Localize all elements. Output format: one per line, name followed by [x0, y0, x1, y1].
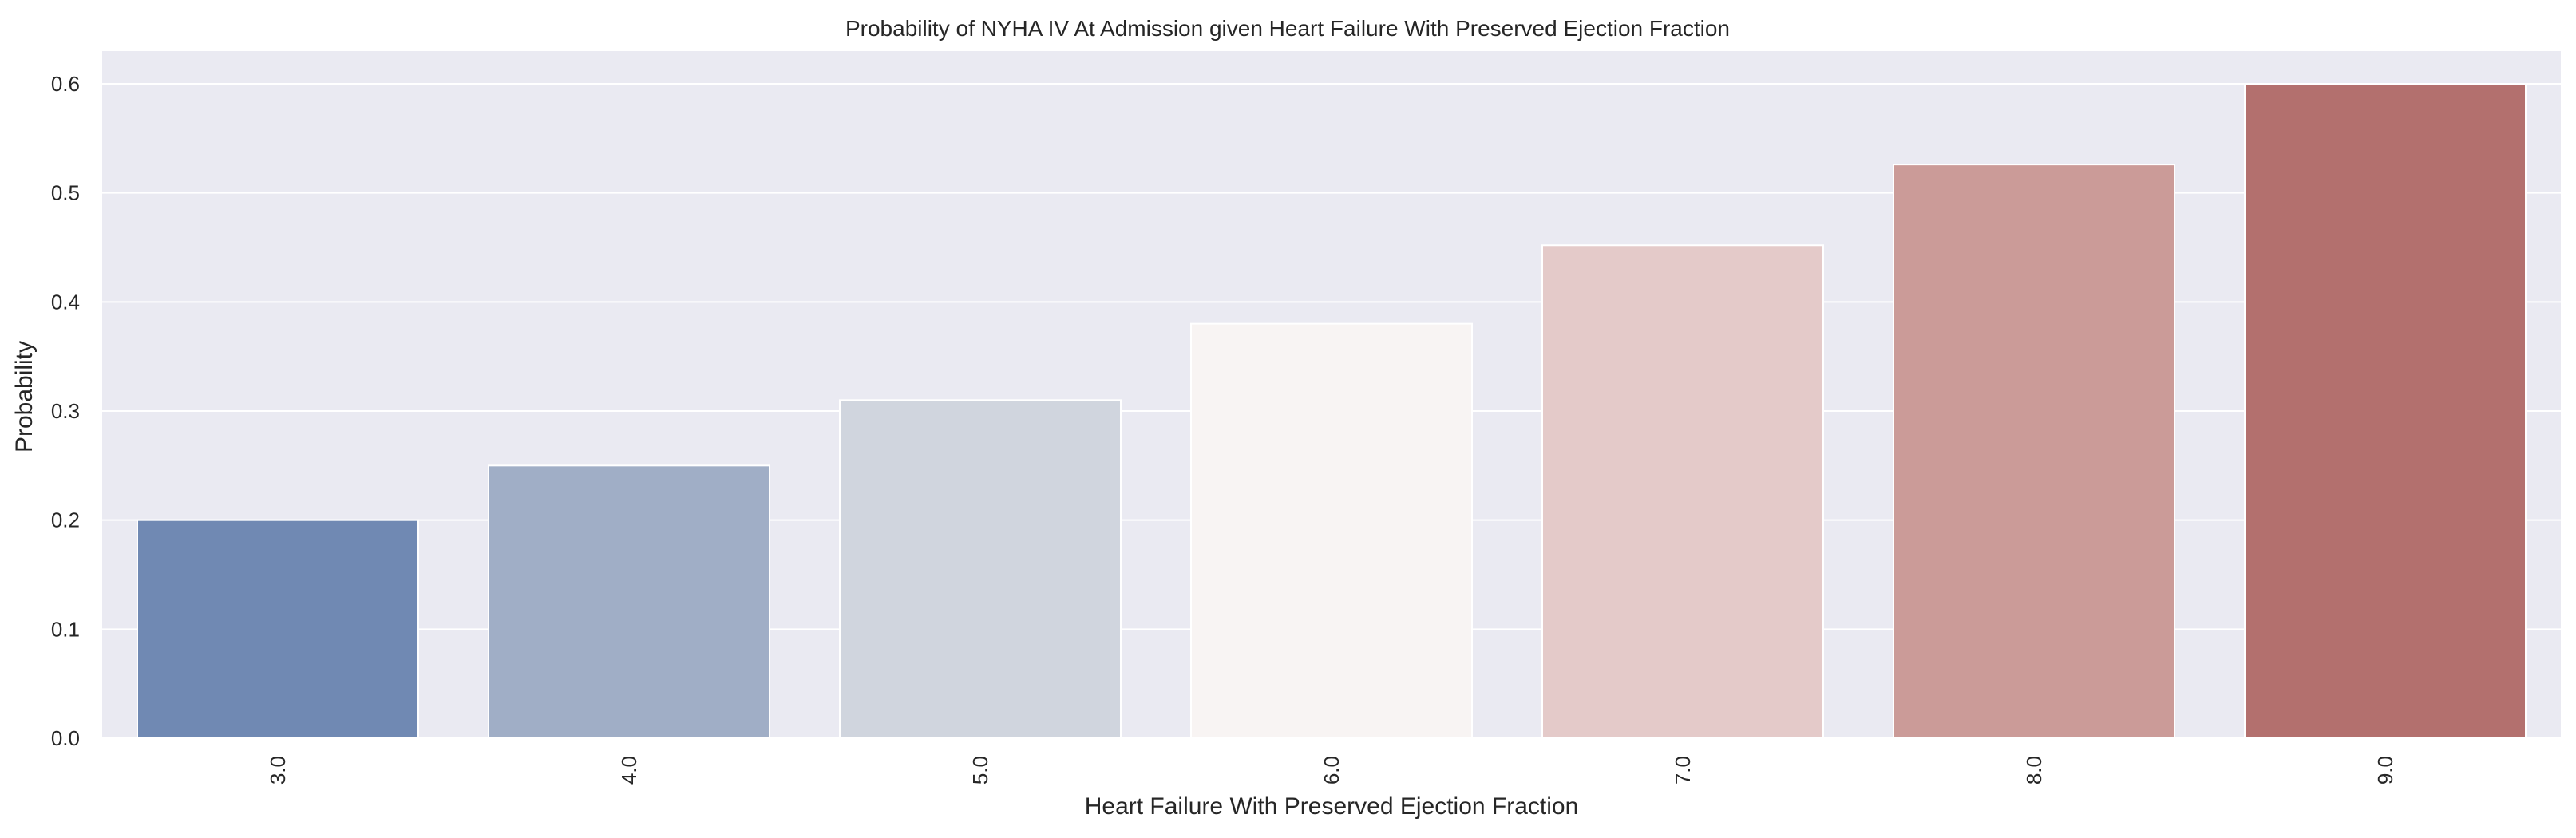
bar [2244, 83, 2527, 739]
x-tick-label: 8.0 [2022, 756, 2046, 785]
x-tick-label: 6.0 [1320, 756, 1343, 785]
y-axis-label: Probability [11, 341, 38, 453]
bar [137, 519, 419, 740]
bars [137, 83, 2527, 740]
bar [839, 399, 1122, 739]
y-tick-label: 0.5 [51, 181, 80, 205]
y-axis-ticks: 0.0 0.1 0.2 0.3 0.4 0.5 0.6 [51, 72, 80, 750]
y-tick-label: 0.6 [51, 72, 80, 96]
x-tick-label: 7.0 [1671, 756, 1695, 785]
x-tick-label: 9.0 [2373, 756, 2397, 785]
x-tick-label: 5.0 [968, 756, 992, 785]
x-axis-ticks: 3.0 4.0 5.0 6.0 7.0 8.0 9.0 [266, 756, 2397, 785]
x-tick-label: 4.0 [617, 756, 641, 785]
chart-title: Probability of NYHA IV At Admission give… [845, 16, 1730, 41]
bar [1893, 164, 2175, 739]
y-tick-label: 0.2 [51, 508, 80, 532]
x-axis-label: Heart Failure With Preserved Ejection Fr… [1085, 793, 1579, 820]
bar [1190, 322, 1473, 739]
x-tick-label: 3.0 [266, 756, 290, 785]
bar [1541, 244, 1824, 739]
y-tick-label: 0.4 [51, 290, 80, 314]
y-tick-label: 0.0 [51, 726, 80, 750]
y-tick-label: 0.1 [51, 617, 80, 641]
y-tick-label: 0.3 [51, 399, 80, 423]
bar [488, 464, 770, 739]
